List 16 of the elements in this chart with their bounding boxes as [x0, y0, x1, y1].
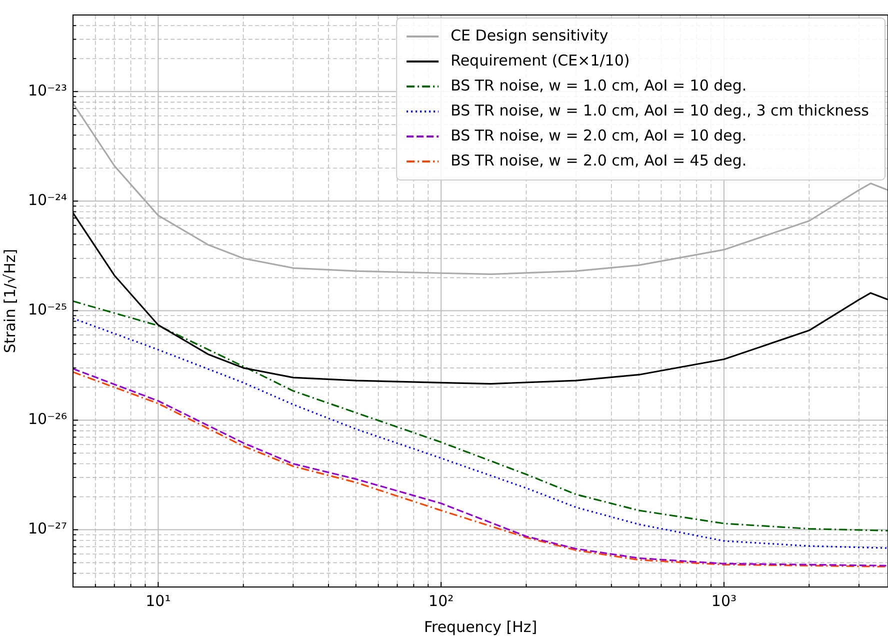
x-tick-label: 10³ — [711, 592, 737, 610]
y-axis-title: Strain [1/√Hz] — [0, 248, 19, 354]
x-tick-label: 10¹ — [146, 592, 171, 610]
legend-label: BS TR noise, w = 1.0 cm, AoI = 10 deg., 3 cm thickness — [450, 101, 870, 120]
legend-label: Requirement (CE×1/10) — [450, 51, 630, 70]
x-tick-label: 10² — [428, 592, 454, 610]
x-axis-title: Frequency [Hz] — [424, 618, 538, 636]
legend-label: BS TR noise, w = 1.0 cm, AoI = 10 deg. — [450, 76, 747, 94]
legend-label: CE Design sensitivity — [450, 26, 608, 44]
legend-label: BS TR noise, w = 2.0 cm, AoI = 10 deg. — [450, 126, 747, 144]
legend-label: BS TR noise, w = 2.0 cm, AoI = 45 deg. — [450, 151, 747, 170]
y-tick-label: 10⁻²⁴ — [28, 190, 68, 209]
y-tick-label: 10⁻²⁷ — [28, 520, 68, 538]
y-tick-label: 10⁻²⁶ — [28, 410, 68, 428]
y-tick-label: 10⁻²³ — [28, 81, 68, 100]
y-tick-label: 10⁻²⁵ — [28, 300, 68, 319]
